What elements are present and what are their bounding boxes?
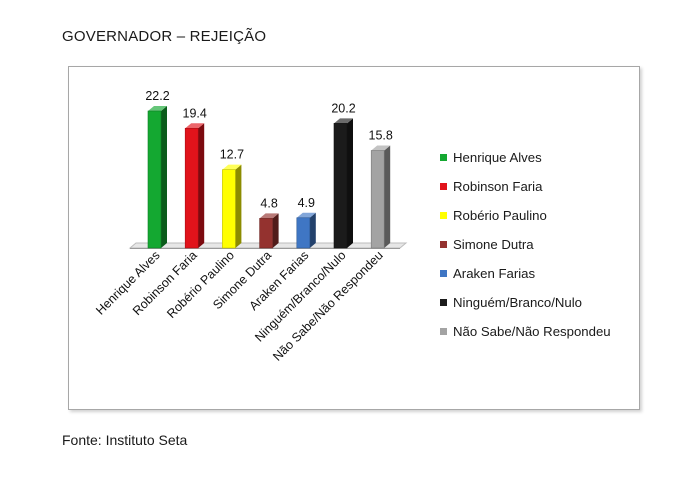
bar-top [222,164,242,170]
legend-label: Ninguém/Branco/Nulo [453,295,583,310]
bar-top [371,145,391,151]
data-label: 15.8 [369,128,393,142]
bar-side [272,213,279,248]
bar [370,150,385,249]
legend-label: Araken Farias [453,266,536,281]
bar-side [309,212,316,248]
bar [222,169,236,249]
bar [184,127,199,249]
bar-top [185,123,205,129]
legend-item-nao-sabe-nao-respondeu: Não Sabe/Não Respondeu [440,317,630,346]
legend-swatch [440,183,447,190]
data-label: 4.9 [298,196,315,210]
legend-swatch [440,241,447,248]
legend-label: Simone Dutra [453,237,534,252]
bar [259,218,273,249]
data-label: 20.2 [331,101,355,115]
legend-item-roberio-paulino: Robério Paulino [440,201,630,230]
legend-label: Henrique Alves [453,150,542,165]
data-label: 19.4 [183,106,207,120]
legend-swatch [440,299,447,306]
data-label: 4.8 [260,196,277,210]
bar-side [198,123,205,248]
legend-item-araken-farias: Araken Farias [440,259,630,288]
legend-item-simone-dutra: Simone Dutra [440,230,630,259]
legend-swatch [440,212,447,219]
data-label: 22.2 [145,89,169,103]
bar [296,217,311,249]
bar [333,123,348,249]
bar-top [334,118,353,124]
bar-side [347,118,353,248]
legend-item-robinson-faria: Robinson Faria [440,172,630,201]
bar [147,110,162,249]
legend-label: Robinson Faria [453,179,543,194]
legend-item-ninguem-branco-nulo: Ninguém/Branco/Nulo [440,288,630,317]
category-label: Robinson Faria [130,248,200,318]
legend-item-henrique-alves: Henrique Alves [440,143,630,172]
category-label: Robério Paulino [164,248,237,321]
legend-swatch [440,270,447,277]
bar-side [235,164,242,248]
legend-swatch [440,154,447,161]
source-note: Fonte: Instituto Seta [62,432,188,448]
category-label: Henrique Alves [93,248,162,317]
bar-top [259,213,279,219]
legend-swatch [440,328,447,335]
legend-label: Robério Paulino [453,208,547,223]
page-title: GOVERNADOR – REJEIÇÃO [62,28,267,45]
bar-top [148,106,167,111]
bar-top [296,212,316,218]
data-label: 12.7 [220,148,244,162]
bar-side [161,106,167,248]
legend-label: Não Sabe/Não Respondeu [453,324,611,339]
chart-legend: Henrique Alves Robinson Faria Robério Pa… [440,143,630,346]
bar-side [384,145,391,248]
